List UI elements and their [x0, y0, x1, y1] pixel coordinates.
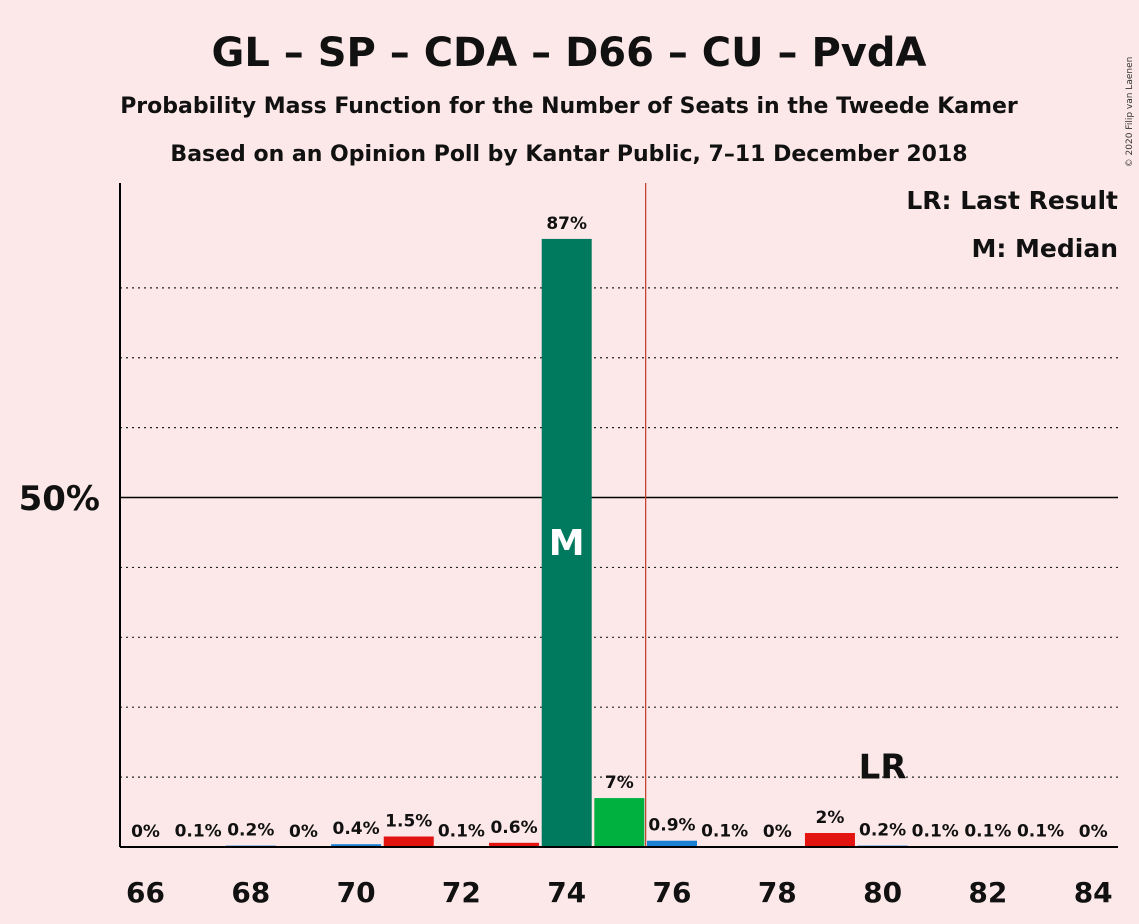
data-label-82: 0.1%	[964, 821, 1011, 841]
gridlines	[120, 287, 1118, 778]
data-label-76: 0.9%	[648, 816, 695, 836]
median-marker: M	[549, 523, 585, 564]
x-tick-label: 82	[968, 876, 1007, 909]
data-label-72: 0.1%	[438, 821, 485, 841]
data-label-68: 0.2%	[227, 821, 274, 841]
data-label-79: 2%	[816, 808, 845, 828]
data-label-83: 0.1%	[1017, 821, 1064, 841]
legend-last-result: LR: Last Result	[906, 186, 1118, 215]
bar-79	[804, 833, 855, 847]
x-tick-label: 74	[547, 876, 586, 909]
data-label-81: 0.1%	[912, 821, 959, 841]
data-label-66: 0%	[131, 822, 160, 842]
x-tick-label: 72	[442, 876, 481, 909]
data-labels-group: 0% 0.1% 0.2% 0% 0.4% 1.5% 0.1% 0.6%87%7%0.9% 0.1…	[131, 214, 1108, 842]
bar-70	[331, 844, 382, 847]
data-label-71: 1.5%	[385, 812, 432, 832]
x-tick-label: 78	[758, 876, 797, 909]
copyright-text: © 2020 Filip van Laenen	[1125, 57, 1135, 168]
x-tick-label: 84	[1074, 876, 1113, 909]
bar-73	[489, 842, 540, 847]
bar-74	[541, 238, 592, 848]
data-label-80: 0.2%	[859, 821, 906, 841]
bar-75	[594, 798, 645, 847]
data-label-67: 0.1%	[175, 821, 222, 841]
bar-76	[647, 840, 697, 847]
bars-group	[173, 183, 1066, 848]
data-label-84: 0%	[1079, 822, 1108, 842]
data-label-70: 0.4%	[333, 819, 380, 839]
data-label-78: 0%	[763, 822, 792, 842]
x-ticks-group: 66 68 70 72 74 76 78 80 82 84	[126, 876, 1113, 909]
last-result-marker: LR	[859, 748, 907, 788]
data-label-69: 0%	[289, 822, 318, 842]
x-tick-label: 70	[337, 876, 376, 909]
bar-71	[383, 836, 434, 847]
x-tick-label: 68	[231, 876, 270, 909]
x-tick-label: 76	[653, 876, 692, 909]
data-label-77: 0.1%	[701, 821, 748, 841]
chart-title: GL – SP – CDA – D66 – CU – PvdA	[212, 30, 927, 76]
axes-group	[119, 183, 1118, 848]
x-tick-label: 80	[863, 876, 902, 909]
y-tick-label: 50%	[19, 479, 100, 519]
data-label-75: 7%	[605, 773, 634, 793]
data-label-73: 0.6%	[490, 818, 537, 838]
data-label-74: 87%	[546, 214, 587, 234]
chart-subtitle-1: Probability Mass Function for the Number…	[120, 94, 1018, 119]
chart-subtitle-2: Based on an Opinion Poll by Kantar Publi…	[170, 142, 967, 167]
legend-median: M: Median	[971, 234, 1118, 263]
x-tick-label: 66	[126, 876, 165, 909]
